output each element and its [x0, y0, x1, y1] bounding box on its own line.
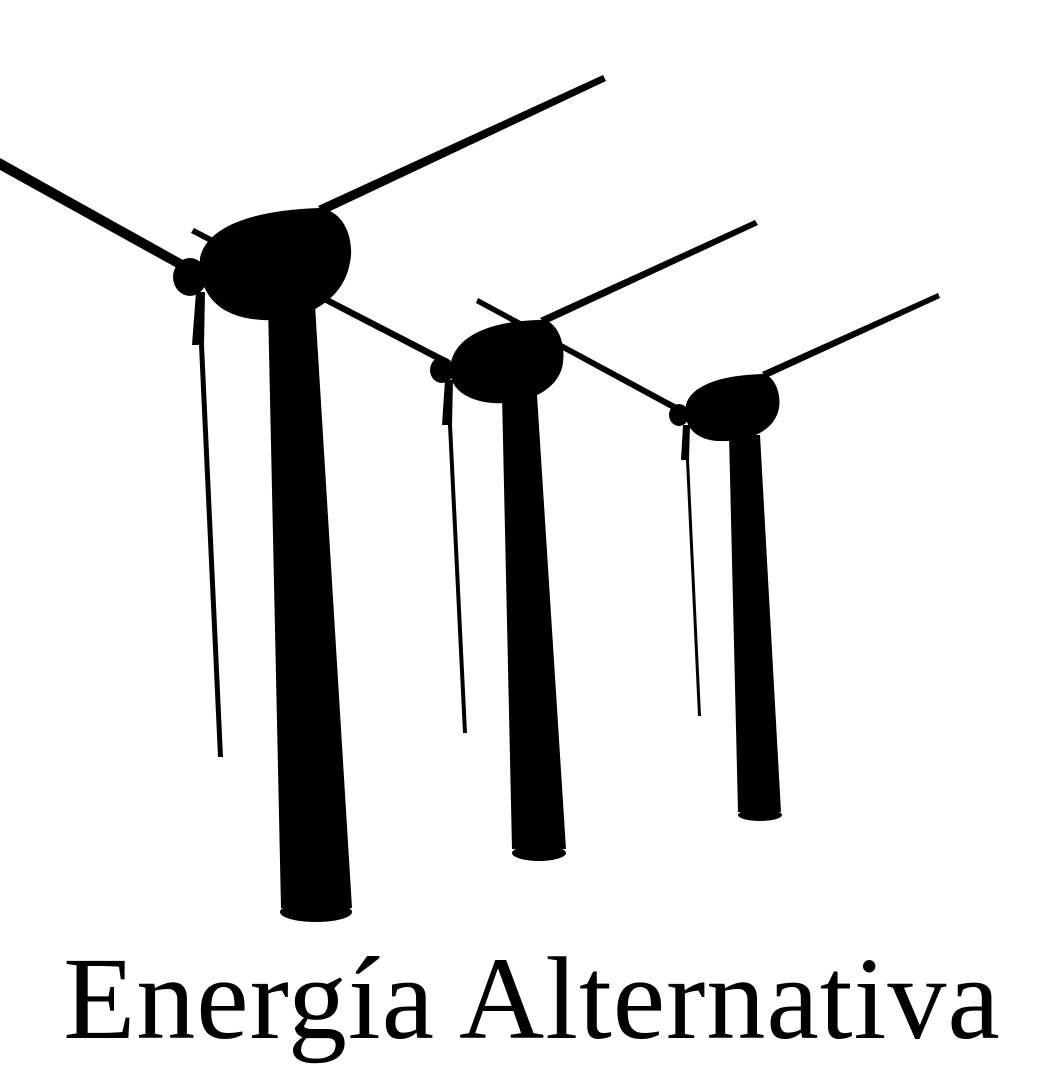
turbine-small: [669, 293, 940, 821]
hub: [430, 357, 454, 383]
blade-upper: [762, 293, 940, 378]
blade-down: [442, 380, 467, 733]
tower-base: [512, 845, 566, 861]
tower-base: [280, 902, 352, 922]
tower: [268, 305, 352, 908]
nacelle: [450, 320, 563, 403]
turbine-medium: [430, 220, 758, 861]
tower: [502, 395, 566, 849]
blade-down: [192, 292, 223, 757]
blade-left: [0, 158, 192, 273]
nacelle: [685, 374, 779, 441]
tower: [729, 435, 781, 812]
blade-down: [681, 425, 701, 716]
blade-upper: [318, 75, 606, 214]
blade-upper: [540, 220, 758, 324]
tower-base: [738, 809, 782, 821]
hub: [669, 404, 689, 426]
poster-title: Energía Alternativa: [0, 934, 1064, 1064]
